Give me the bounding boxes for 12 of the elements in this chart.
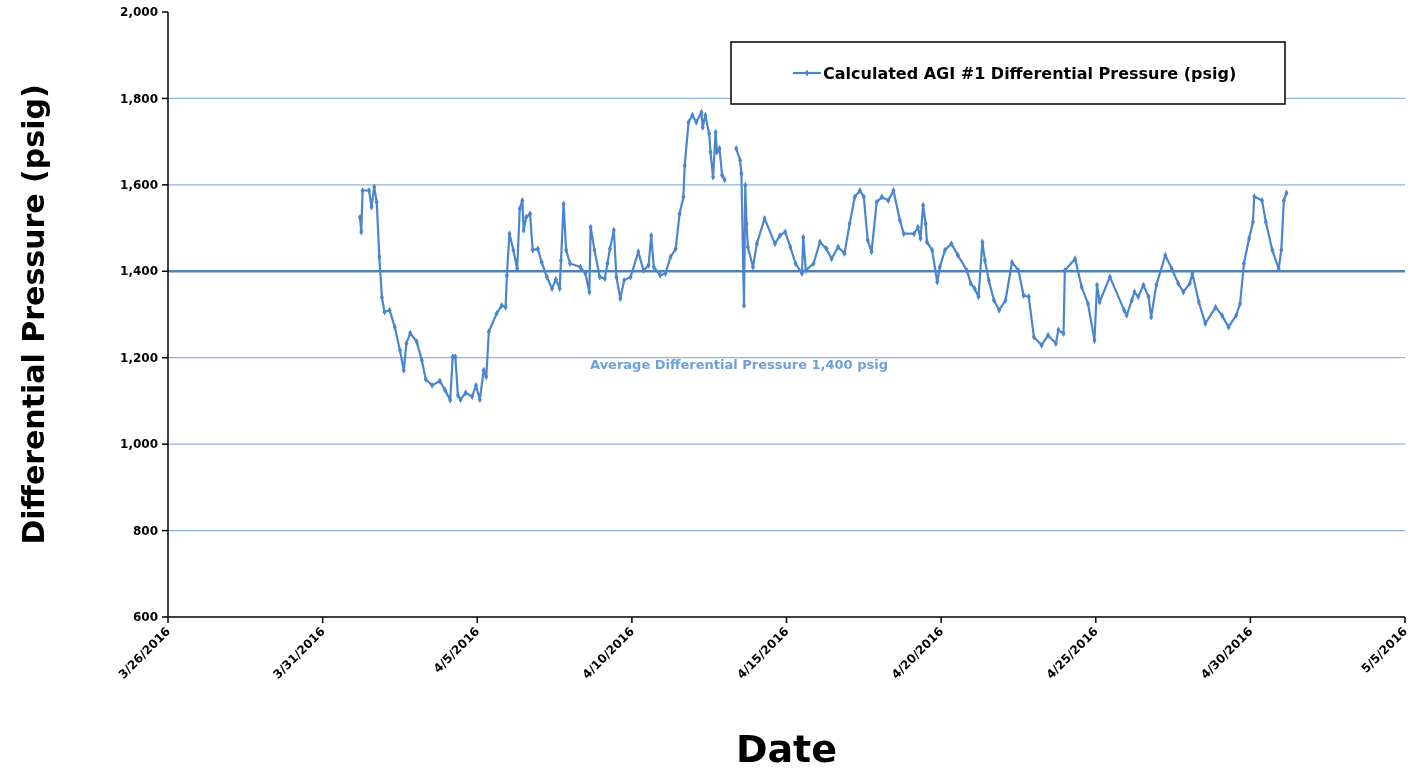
y-tick-label: 2,000 bbox=[120, 5, 158, 20]
y-tick-label: 1,400 bbox=[120, 264, 158, 279]
x-axis-title: Date bbox=[735, 727, 838, 770]
y-tick-label: 1,800 bbox=[120, 91, 158, 106]
y-tick-label: 600 bbox=[132, 610, 158, 625]
y-tick-label: 1,600 bbox=[120, 178, 158, 193]
y-axis-title: Differential Pressure (psig) bbox=[16, 84, 51, 545]
y-tick-label: 1,200 bbox=[120, 350, 158, 365]
legend-label: Calculated AGI #1 Differential Pressure (psig) bbox=[823, 63, 1237, 83]
ref-line-label: Average Differential Pressure 1,400 psig bbox=[590, 357, 888, 373]
y-tick-label: 1,000 bbox=[120, 437, 158, 452]
y-tick-label: 800 bbox=[132, 523, 158, 538]
